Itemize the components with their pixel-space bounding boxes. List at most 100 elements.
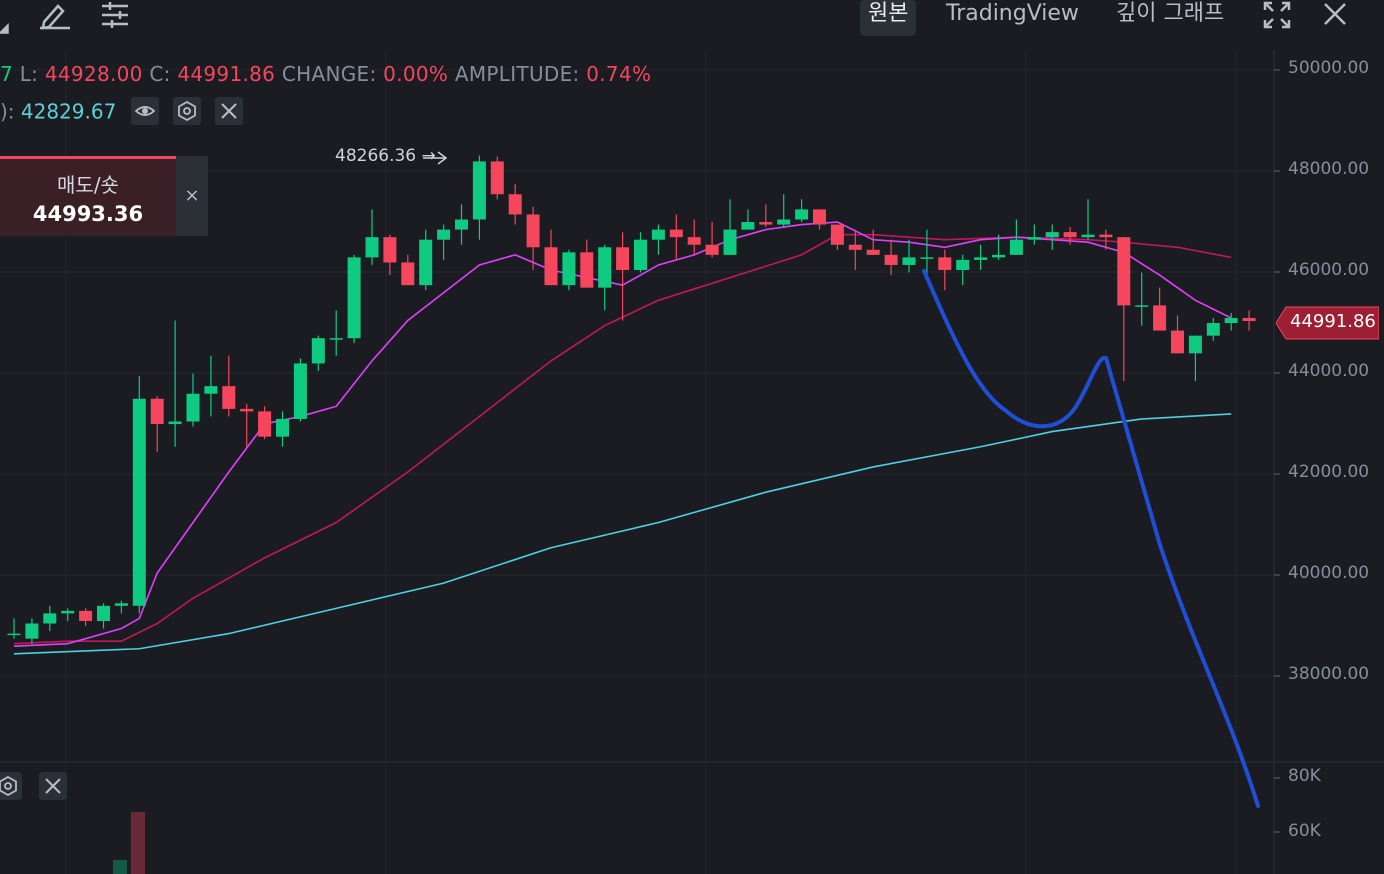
candle-body	[293, 363, 307, 419]
current-price-tag: 44991.86	[1276, 306, 1379, 340]
tab-depth-chart[interactable]: 깊이 그래프	[1116, 1, 1225, 26]
ma-slow-line	[13, 413, 1232, 655]
forecast-drawing-line	[922, 269, 1260, 808]
candle-body	[1009, 239, 1023, 255]
candle-body	[902, 257, 916, 265]
change-value: 0.00%	[383, 62, 449, 86]
candle-body	[830, 224, 844, 245]
candle-body	[150, 398, 164, 425]
candle-body	[437, 229, 451, 240]
candle-body	[97, 605, 110, 621]
amplitude-label: AMPLITUDE:	[454, 62, 580, 86]
order-panel-close-button[interactable]: ×	[176, 156, 208, 236]
candle-body	[974, 257, 988, 260]
low-value: 44928.00	[44, 62, 143, 86]
peak-arrow-head	[437, 151, 448, 165]
candle-body	[1135, 305, 1149, 307]
y-tick-label: 40000.00	[1288, 563, 1370, 583]
candle-body	[401, 262, 415, 286]
settings-sliders-icon[interactable]	[100, 0, 130, 36]
y-tick-label: 42000.00	[1288, 462, 1370, 482]
indicator-remove-icon[interactable]	[215, 97, 244, 125]
candle-body	[383, 237, 397, 263]
change-label: CHANGE:	[281, 62, 377, 86]
y-tick-label: 50000.00	[1288, 58, 1370, 78]
candle-body	[884, 254, 898, 265]
candle-body	[526, 214, 540, 248]
candle-body	[132, 398, 146, 606]
visibility-eye-icon[interactable]	[130, 97, 159, 125]
candle-body	[920, 257, 934, 259]
volume-remove-icon[interactable]	[39, 772, 68, 800]
candle-body	[759, 222, 773, 225]
indicator-settings-icon[interactable]	[173, 97, 202, 125]
candle-body	[490, 161, 504, 195]
candle-body	[866, 249, 880, 255]
candle-body	[1188, 335, 1202, 354]
volume-pane-controls	[0, 772, 69, 802]
volume-bar	[113, 860, 127, 874]
candle-body	[61, 610, 75, 614]
ohlc-legend: 7 L: 44928.00 C: 44991.86 CHANGE: 0.00% …	[0, 62, 651, 86]
candle-body	[544, 247, 558, 286]
candle-body	[956, 259, 970, 270]
tab-tradingview[interactable]: TradingView	[946, 1, 1079, 26]
pencil-icon[interactable]	[38, 0, 72, 36]
close-label: C:	[149, 62, 171, 86]
candle-body	[258, 411, 272, 437]
candle-body	[651, 229, 665, 240]
volume-bar	[131, 812, 145, 874]
candle-body	[472, 161, 486, 220]
candle-body	[168, 421, 182, 425]
candle-body	[616, 247, 630, 270]
candle-body	[813, 209, 826, 225]
candle-body	[634, 239, 647, 270]
fullscreen-icon[interactable]	[1262, 0, 1292, 36]
candle-body	[1045, 232, 1059, 238]
close-value: 44991.86	[177, 62, 276, 86]
candle-body	[276, 418, 289, 437]
candle-body	[705, 244, 719, 255]
candle-body	[1063, 232, 1077, 238]
candle-body	[1242, 317, 1256, 322]
candle-body	[741, 222, 755, 230]
candle-body	[598, 247, 612, 288]
candle-body	[508, 194, 522, 215]
candle-body	[1171, 330, 1184, 354]
candle-body	[455, 219, 468, 230]
candle-body	[25, 623, 39, 639]
volume-tick-label: 60K	[1288, 821, 1321, 841]
candle-body	[240, 408, 254, 412]
candle-body	[7, 633, 21, 636]
tab-original[interactable]: 원본	[860, 0, 917, 36]
candle-body	[848, 244, 862, 250]
sell-short-button[interactable]: 매도/숏 44993.36	[0, 156, 176, 236]
candle-body	[992, 254, 1005, 258]
collapse-arrow-icon[interactable]: ◢	[0, 20, 9, 36]
candle-body	[311, 338, 325, 364]
candle-body	[1081, 234, 1095, 238]
close-icon[interactable]	[1322, 0, 1348, 36]
amplitude-value: 0.74%	[586, 62, 652, 86]
candle-body	[723, 229, 737, 255]
candle-body	[329, 338, 343, 340]
ohlc-partial-value: 7	[0, 62, 14, 86]
candle-body	[777, 219, 791, 225]
y-tick-label: 38000.00	[1288, 664, 1370, 684]
candle-body	[562, 252, 576, 286]
candle-body	[580, 252, 594, 288]
candle-body	[43, 613, 57, 624]
candle-body	[1224, 317, 1238, 324]
candle-body	[186, 393, 200, 422]
candle-body	[79, 610, 93, 621]
indicator-legend: ): 42829.67	[0, 97, 244, 127]
candle-body	[419, 239, 433, 286]
indicator-value: 42829.67	[20, 99, 117, 124]
peak-price-label: 48266.36 →	[335, 146, 436, 166]
volume-settings-icon[interactable]	[0, 772, 22, 800]
candle-body	[1027, 237, 1041, 240]
candle-body	[114, 603, 128, 606]
candle-body	[687, 237, 701, 245]
current-price-value: 44991.86	[1290, 311, 1376, 332]
